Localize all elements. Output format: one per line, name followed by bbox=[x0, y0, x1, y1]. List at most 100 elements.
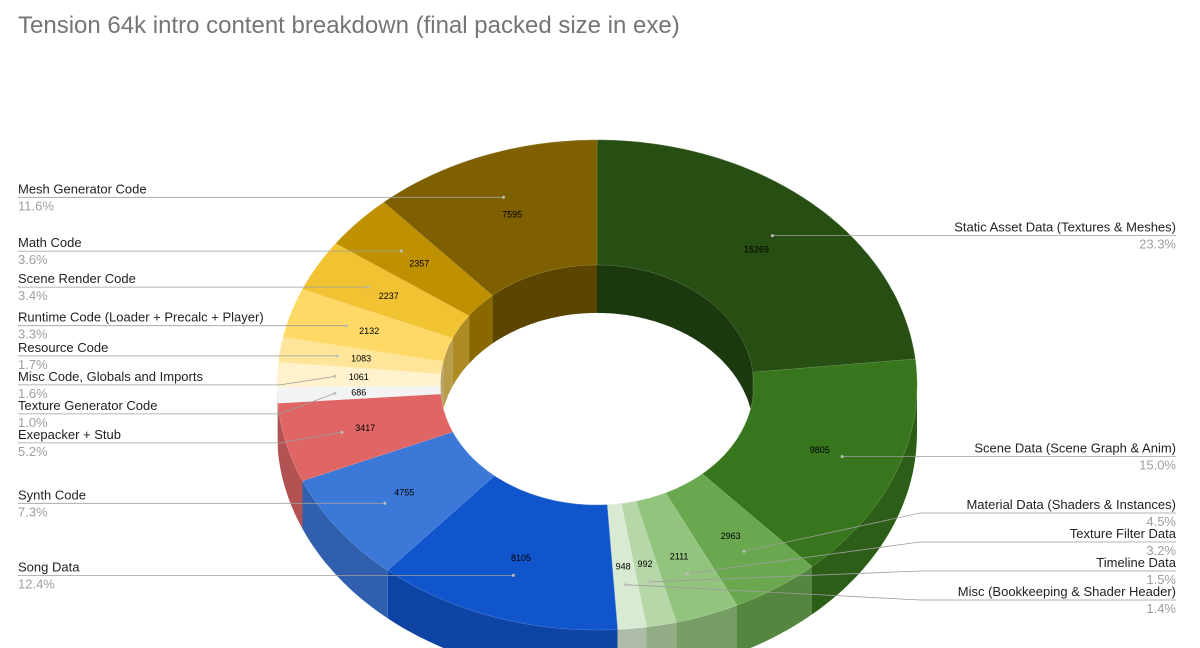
chart-title: Tension 64k intro content breakdown (fin… bbox=[18, 12, 680, 39]
donut-inner-wall bbox=[443, 338, 453, 410]
slice-label-scene-data-scene-graph-anim: Scene Data (Scene Graph & Anim) 15.0% bbox=[840, 440, 1176, 472]
slice-value-label: 15269 bbox=[744, 244, 769, 254]
donut-outer-wall bbox=[277, 403, 303, 529]
slice-name: Static Asset Data (Textures & Meshes) bbox=[954, 220, 1176, 235]
slice-label-runtime-code-loader-precalc-player: Runtime Code (Loader + Precalc + Player)… bbox=[18, 310, 348, 342]
donut-inner-wall bbox=[452, 315, 470, 386]
leader-line bbox=[18, 376, 335, 386]
slice-label-misc-bookkeeping-shader-header: Misc (Bookkeeping & Shader Header) 1.4% bbox=[624, 583, 1176, 616]
slice-value-label: 2237 bbox=[379, 291, 399, 301]
slice-value-label: 9805 bbox=[810, 445, 830, 455]
slice-value-label: 2357 bbox=[409, 258, 429, 268]
donut-inner-wall bbox=[492, 264, 597, 344]
slice-value-label: 1061 bbox=[349, 372, 369, 382]
slice-label-texture-filter-data: Texture Filter Data 3.2% bbox=[685, 526, 1177, 576]
donut-inner-wall bbox=[597, 264, 753, 421]
slice-label-resource-code: Resource Code 1.7% bbox=[18, 340, 339, 372]
slice-label-synth-code: Synth Code 7.3% bbox=[18, 487, 387, 519]
slice-name: Exepacker + Stub bbox=[18, 427, 121, 442]
slice-value-label: 7595 bbox=[502, 209, 522, 219]
donut-inner-wall bbox=[469, 295, 493, 364]
slice-name: Texture Filter Data bbox=[1070, 526, 1177, 541]
leader-dot bbox=[648, 580, 652, 584]
slice-value-label: 992 bbox=[637, 559, 652, 569]
slice-label-texture-generator-code: Texture Generator Code 1.0% bbox=[18, 391, 337, 430]
leader-dot bbox=[685, 572, 689, 576]
leader-dot bbox=[335, 354, 339, 358]
slice-label-math-code: Math Code 3.6% bbox=[18, 235, 403, 267]
leader-line bbox=[649, 570, 1176, 583]
slice-percent: 11.6% bbox=[18, 198, 54, 213]
slice-percent: 3.6% bbox=[18, 252, 48, 267]
donut-outer-wall bbox=[646, 622, 677, 648]
leader-dot bbox=[344, 324, 348, 328]
slice-value-label: 2111 bbox=[670, 551, 689, 561]
leader-dot bbox=[366, 285, 370, 289]
leader-line bbox=[625, 584, 1176, 601]
donut-outer-wall bbox=[617, 627, 647, 648]
leader-line bbox=[687, 541, 1176, 574]
slice-name: Scene Data (Scene Graph & Anim) bbox=[974, 440, 1176, 455]
slice-label-material-data-shaders-instances: Material Data (Shaders & Instances) 4.5% bbox=[742, 497, 1176, 553]
slice-percent: 1.4% bbox=[1146, 601, 1176, 616]
slice-name: Mesh Generator Code bbox=[18, 181, 147, 196]
donut-slice-static-asset-data-textures-meshes bbox=[596, 139, 916, 373]
slice-name: Material Data (Shaders & Instances) bbox=[966, 497, 1176, 512]
leader-dot bbox=[742, 549, 746, 553]
leader-dot bbox=[770, 234, 774, 238]
slice-percent: 1.6% bbox=[18, 386, 48, 401]
slice-value-label: 2132 bbox=[359, 326, 379, 336]
leader-line bbox=[18, 392, 335, 415]
leader-line bbox=[743, 512, 1176, 552]
slice-value-label: 1083 bbox=[351, 354, 371, 364]
leader-line bbox=[18, 431, 343, 444]
leader-dot bbox=[340, 430, 344, 434]
slice-name: Timeline Data bbox=[1096, 555, 1176, 570]
slice-value-label: 686 bbox=[351, 388, 366, 398]
slice-label-song-data: Song Data 12.4% bbox=[18, 559, 515, 591]
slice-percent: 4.5% bbox=[1146, 514, 1176, 529]
slice-percent: 23.3% bbox=[1139, 237, 1176, 252]
slice-name: Resource Code bbox=[18, 340, 108, 355]
slice-name: Misc Code, Globals and Imports bbox=[18, 369, 203, 384]
slice-label-timeline-data: Timeline Data 1.5% bbox=[648, 555, 1177, 587]
slice-label-misc-code-globals-and-imports: Misc Code, Globals and Imports 1.6% bbox=[18, 369, 337, 401]
donut-outer-wall bbox=[737, 566, 812, 648]
slice-percent: 1.7% bbox=[18, 357, 48, 372]
slice-value-label: 4755 bbox=[394, 488, 414, 498]
leader-dot bbox=[502, 195, 505, 199]
leader-dot bbox=[383, 501, 387, 505]
leader-dot bbox=[840, 455, 844, 458]
slice-percent: 3.4% bbox=[18, 288, 48, 303]
slice-value-label: 3417 bbox=[355, 423, 375, 433]
leader-dot bbox=[511, 573, 515, 577]
slice-label-static-asset-data-textures-meshes: Static Asset Data (Textures & Meshes) 23.… bbox=[770, 220, 1176, 252]
slice-percent: 7.3% bbox=[18, 504, 48, 519]
slice-percent: 12.4% bbox=[18, 576, 55, 591]
donut-slice-mesh-generator-code bbox=[383, 139, 598, 296]
leader-dot bbox=[399, 249, 403, 253]
slice-value-label: 8105 bbox=[511, 553, 531, 563]
slice-percent: 1.5% bbox=[1146, 572, 1176, 587]
slice-name: Song Data bbox=[18, 559, 80, 574]
slice-label-mesh-generator-code: Mesh Generator Code 11.6% bbox=[18, 181, 505, 213]
slice-name: Synth Code bbox=[18, 487, 86, 502]
slice-percent: 15.0% bbox=[1139, 457, 1176, 472]
leader-dot bbox=[333, 391, 337, 395]
slice-percent: 3.3% bbox=[18, 327, 48, 342]
slice-percent: 5.2% bbox=[18, 444, 48, 459]
slice-percent: 3.2% bbox=[1146, 543, 1176, 558]
donut-outer-wall bbox=[302, 480, 388, 619]
slice-name: Runtime Code (Loader + Precalc + Player) bbox=[18, 310, 264, 325]
slice-label-exepacker-stub: Exepacker + Stub 5.2% bbox=[18, 427, 344, 459]
slice-name: Math Code bbox=[18, 235, 82, 250]
slice-value-label: 948 bbox=[616, 561, 631, 571]
leader-dot bbox=[333, 374, 337, 378]
slice-name: Texture Generator Code bbox=[18, 398, 157, 413]
leader-dot bbox=[624, 583, 628, 587]
slice-name: Scene Render Code bbox=[18, 271, 136, 286]
slice-name: Misc (Bookkeeping & Shader Header) bbox=[958, 584, 1176, 599]
donut-outer-wall bbox=[812, 385, 917, 615]
slice-label-scene-render-code: Scene Render Code 3.4% bbox=[18, 271, 370, 303]
